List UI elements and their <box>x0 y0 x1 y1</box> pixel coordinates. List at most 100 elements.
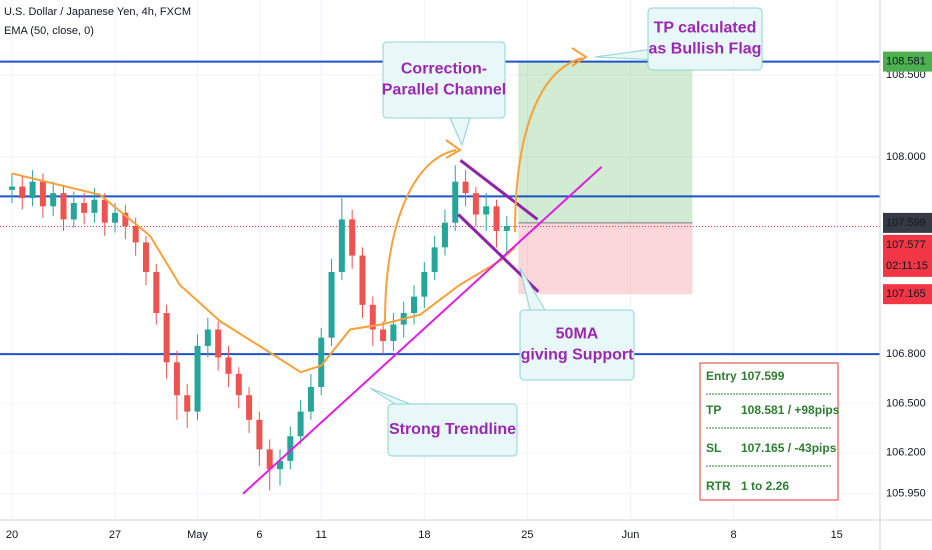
profit-zone <box>518 61 693 223</box>
arrow-head <box>445 139 462 159</box>
indicator-label: EMA (50, close, 0) <box>4 25 94 37</box>
candle-body <box>256 419 263 450</box>
candle-body <box>483 206 490 215</box>
candle-body <box>411 296 418 314</box>
y-tick-label: 106.800 <box>886 348 926 360</box>
candle-body <box>328 271 335 338</box>
candle-body <box>70 203 77 220</box>
candle-body <box>390 324 397 341</box>
candle-body <box>493 206 500 231</box>
candle-body <box>112 212 119 223</box>
candle-body <box>369 304 376 330</box>
candle-body <box>235 373 242 396</box>
candle-body <box>101 199 108 223</box>
info-label: Entry <box>706 369 737 383</box>
info-value: 107.165 / -43pips <box>741 441 837 455</box>
candle-body <box>173 362 180 396</box>
y-tick-label: 105.950 <box>886 488 926 500</box>
candle-body <box>462 181 469 194</box>
x-tick-label: 27 <box>109 529 121 541</box>
candle-body <box>19 186 26 199</box>
candle-body <box>318 337 325 387</box>
x-tick-label: 8 <box>731 529 737 541</box>
candle-body <box>266 449 273 470</box>
arrow <box>384 149 457 323</box>
candle-body <box>297 411 304 437</box>
y-tick-label: 106.500 <box>886 397 926 409</box>
candle-body <box>204 329 211 346</box>
x-tick-label: 6 <box>256 529 262 541</box>
callout-box <box>519 309 635 381</box>
candle-body <box>452 181 459 223</box>
candle-body <box>421 271 428 297</box>
info-box <box>699 362 839 501</box>
annotation-text: 50MA <box>556 326 599 343</box>
info-value: 108.581 / +98pips <box>741 403 840 417</box>
candle-body <box>153 271 160 314</box>
countdown: 02:11:15 <box>886 260 928 272</box>
ema-line <box>11 172 516 374</box>
candle-body <box>163 313 170 363</box>
callout-tail <box>369 387 411 405</box>
candle-body <box>338 219 345 272</box>
x-tick-label: 15 <box>831 529 843 541</box>
arrow-head <box>571 47 588 67</box>
candle-body <box>132 226 139 243</box>
channel-line <box>459 159 539 221</box>
x-tick-label: 18 <box>418 529 430 541</box>
x-tick-label: Jun <box>622 529 640 541</box>
candle-body <box>472 193 479 215</box>
x-tick-label: 20 <box>6 529 18 541</box>
candle-body <box>50 193 57 207</box>
candle-body <box>225 357 232 374</box>
info-label: TP <box>706 403 721 417</box>
arrow <box>514 57 583 233</box>
candle-body <box>81 203 88 213</box>
candle-body <box>431 247 438 272</box>
y-tick-label: 106.200 <box>886 447 926 459</box>
candle-body <box>349 219 356 256</box>
candle-body <box>307 386 314 412</box>
x-tick-label: 11 <box>316 529 327 541</box>
candle-body <box>380 329 387 341</box>
info-value: 107.599 <box>741 369 785 383</box>
loss-zone <box>518 222 693 295</box>
trendline <box>242 166 603 495</box>
annotation-text: Correction- <box>401 61 487 78</box>
chart-title: U.S. Dollar / Japanese Yen, 4h, FXCM <box>4 6 191 18</box>
candle-body <box>142 242 149 272</box>
candle-body <box>91 199 98 213</box>
candle-body <box>246 395 253 420</box>
price-label-box <box>883 234 932 277</box>
callout-box <box>382 41 506 119</box>
candle-body <box>287 436 294 461</box>
price-label: 107.165 <box>886 288 926 300</box>
annotation-text: as Bullish Flag <box>649 41 762 58</box>
price-label-box <box>883 284 932 305</box>
candle-body <box>277 460 283 470</box>
callout-tail <box>449 117 471 147</box>
annotation-text: giving Support <box>521 347 635 364</box>
price-label: 107.577 <box>886 239 926 251</box>
price-label: 108.581 <box>886 55 926 67</box>
candle-body <box>503 226 510 231</box>
candle-body <box>8 186 15 190</box>
candle-body <box>194 345 201 412</box>
candle-body <box>441 222 448 248</box>
candle-body <box>60 193 67 220</box>
x-tick-label: May <box>187 529 208 541</box>
x-tick-label: 25 <box>521 529 533 541</box>
info-value: 1 to 2.26 <box>741 479 789 493</box>
candle-body <box>215 329 222 358</box>
candle-body <box>359 255 366 305</box>
info-label: SL <box>706 441 721 455</box>
callout-box <box>647 7 763 71</box>
candle-body <box>29 181 36 199</box>
candle-body <box>122 212 129 227</box>
price-label-box <box>883 51 932 72</box>
price-label-box <box>883 212 932 233</box>
y-tick-label: 108.500 <box>886 69 926 81</box>
info-label: RTR <box>706 479 731 493</box>
annotation-text: Strong Trendline <box>389 421 516 438</box>
